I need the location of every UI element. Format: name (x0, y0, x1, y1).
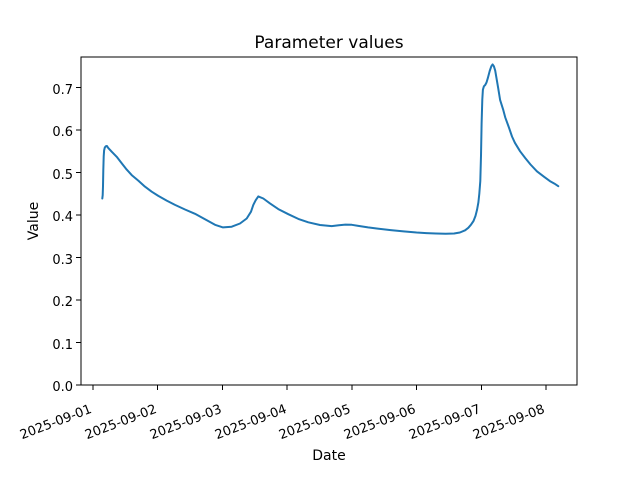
y-tick-label: 0.1 (52, 337, 73, 353)
axis-tick-marks (76, 87, 547, 390)
axes-frame (80, 56, 578, 386)
y-tick-label: 0.5 (52, 167, 73, 183)
y-tick-label: 0.2 (52, 295, 73, 311)
y-tick-label: 0.0 (52, 380, 73, 395)
y-axis-label: Value (26, 201, 42, 241)
y-tick-label: 0.6 (52, 125, 73, 141)
chart-title: Parameter values (254, 33, 404, 53)
y-tick-label: 0.7 (52, 82, 73, 98)
data-line (101, 63, 560, 235)
y-tick-label: 0.3 (52, 252, 73, 268)
x-axis-label: Date (312, 448, 346, 464)
y-tick-label: 0.4 (52, 210, 73, 226)
